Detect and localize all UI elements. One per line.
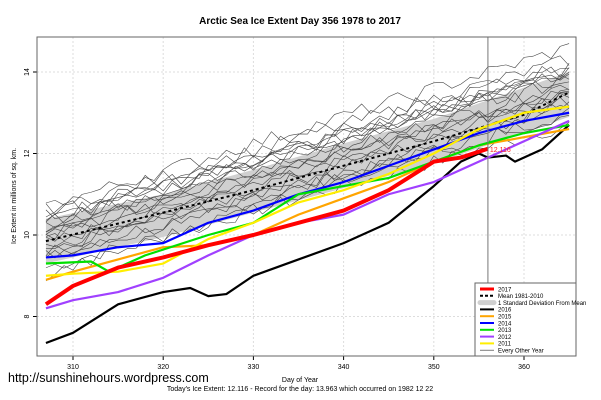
other-year-line bbox=[45, 107, 570, 258]
current-value-label: 12.116 bbox=[490, 147, 511, 154]
legend-label: 1 Standard Deviation From Mean bbox=[498, 301, 586, 307]
y-axis-label: Ice Extent in millions of sq. km. bbox=[11, 148, 18, 244]
legend-label: Every Other Year bbox=[498, 349, 544, 355]
x-tick-label: 360 bbox=[518, 364, 530, 371]
x-axis-label: Day of Year bbox=[282, 377, 319, 384]
y-tick-label: 10 bbox=[24, 231, 31, 239]
footer-text: Today's Ice Extent: 12.116 - Record for … bbox=[167, 386, 433, 393]
series-2017-line bbox=[44, 146, 489, 306]
other-year-line bbox=[45, 74, 570, 233]
legend-label: Mean 1981-2010 bbox=[498, 294, 544, 300]
other-year-line bbox=[45, 88, 570, 242]
legend-label: 2017 bbox=[498, 287, 512, 293]
other-year-line bbox=[45, 63, 570, 223]
other-year-line bbox=[45, 55, 570, 216]
legend-label: 2014 bbox=[498, 321, 512, 327]
x-tick-label: 320 bbox=[157, 364, 169, 371]
other-year-line bbox=[45, 43, 570, 206]
other-year-line bbox=[45, 67, 570, 229]
series-mean-1981-2010-line bbox=[45, 91, 570, 243]
series-2011-line bbox=[45, 105, 570, 277]
sd-band bbox=[45, 72, 570, 264]
legend-label: 2015 bbox=[498, 315, 512, 321]
other-year-line bbox=[45, 90, 570, 233]
plot-frame bbox=[36, 36, 577, 357]
series-2016-line bbox=[45, 124, 570, 345]
watermark-url: http://sunshinehours.wordpress.com bbox=[8, 371, 209, 385]
legend-label: 2016 bbox=[498, 308, 512, 314]
legend-label: 2012 bbox=[498, 335, 512, 341]
legend-label: 2013 bbox=[498, 328, 512, 334]
x-tick-label: 330 bbox=[248, 364, 260, 371]
y-tick-label: 12 bbox=[24, 150, 31, 158]
y-tick-label: 8 bbox=[24, 314, 31, 318]
x-tick-label: 340 bbox=[338, 364, 350, 371]
other-year-line bbox=[45, 81, 570, 235]
x-tick-label: 310 bbox=[67, 364, 79, 371]
legend-label: 2011 bbox=[498, 342, 512, 348]
chart-title: Arctic Sea Ice Extent Day 356 1978 to 20… bbox=[199, 16, 401, 27]
x-tick-label: 350 bbox=[428, 364, 440, 371]
y-tick-label: 14 bbox=[24, 68, 31, 76]
